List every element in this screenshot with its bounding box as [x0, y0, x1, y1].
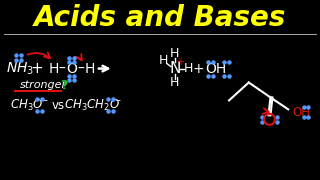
- Text: H: H: [158, 54, 168, 67]
- Text: $CH_3O$: $CH_3O$: [10, 98, 44, 113]
- Text: –: –: [42, 95, 47, 105]
- Text: vs: vs: [52, 99, 65, 112]
- Text: H: H: [170, 76, 180, 89]
- Text: –: –: [78, 62, 84, 76]
- Text: H: H: [170, 47, 180, 60]
- Text: OH: OH: [292, 106, 310, 119]
- Text: H: H: [184, 62, 193, 75]
- Text: –: –: [115, 95, 120, 105]
- Text: –: –: [58, 62, 65, 76]
- Text: +: +: [30, 61, 43, 76]
- Text: ?: ?: [60, 79, 67, 92]
- Text: $CH_3CH_2O$: $CH_3CH_2O$: [64, 98, 120, 113]
- Text: –: –: [225, 57, 229, 67]
- Text: Acids and Bases: Acids and Bases: [34, 4, 286, 32]
- Text: O: O: [66, 62, 77, 76]
- Text: stronger: stronger: [20, 80, 67, 91]
- Text: H: H: [85, 62, 95, 76]
- Text: $NH_3$: $NH_3$: [6, 60, 34, 77]
- Text: +: +: [176, 57, 184, 67]
- Text: OH: OH: [205, 62, 227, 76]
- Text: +: +: [193, 62, 204, 76]
- Text: N: N: [169, 61, 180, 76]
- Text: H: H: [48, 62, 59, 76]
